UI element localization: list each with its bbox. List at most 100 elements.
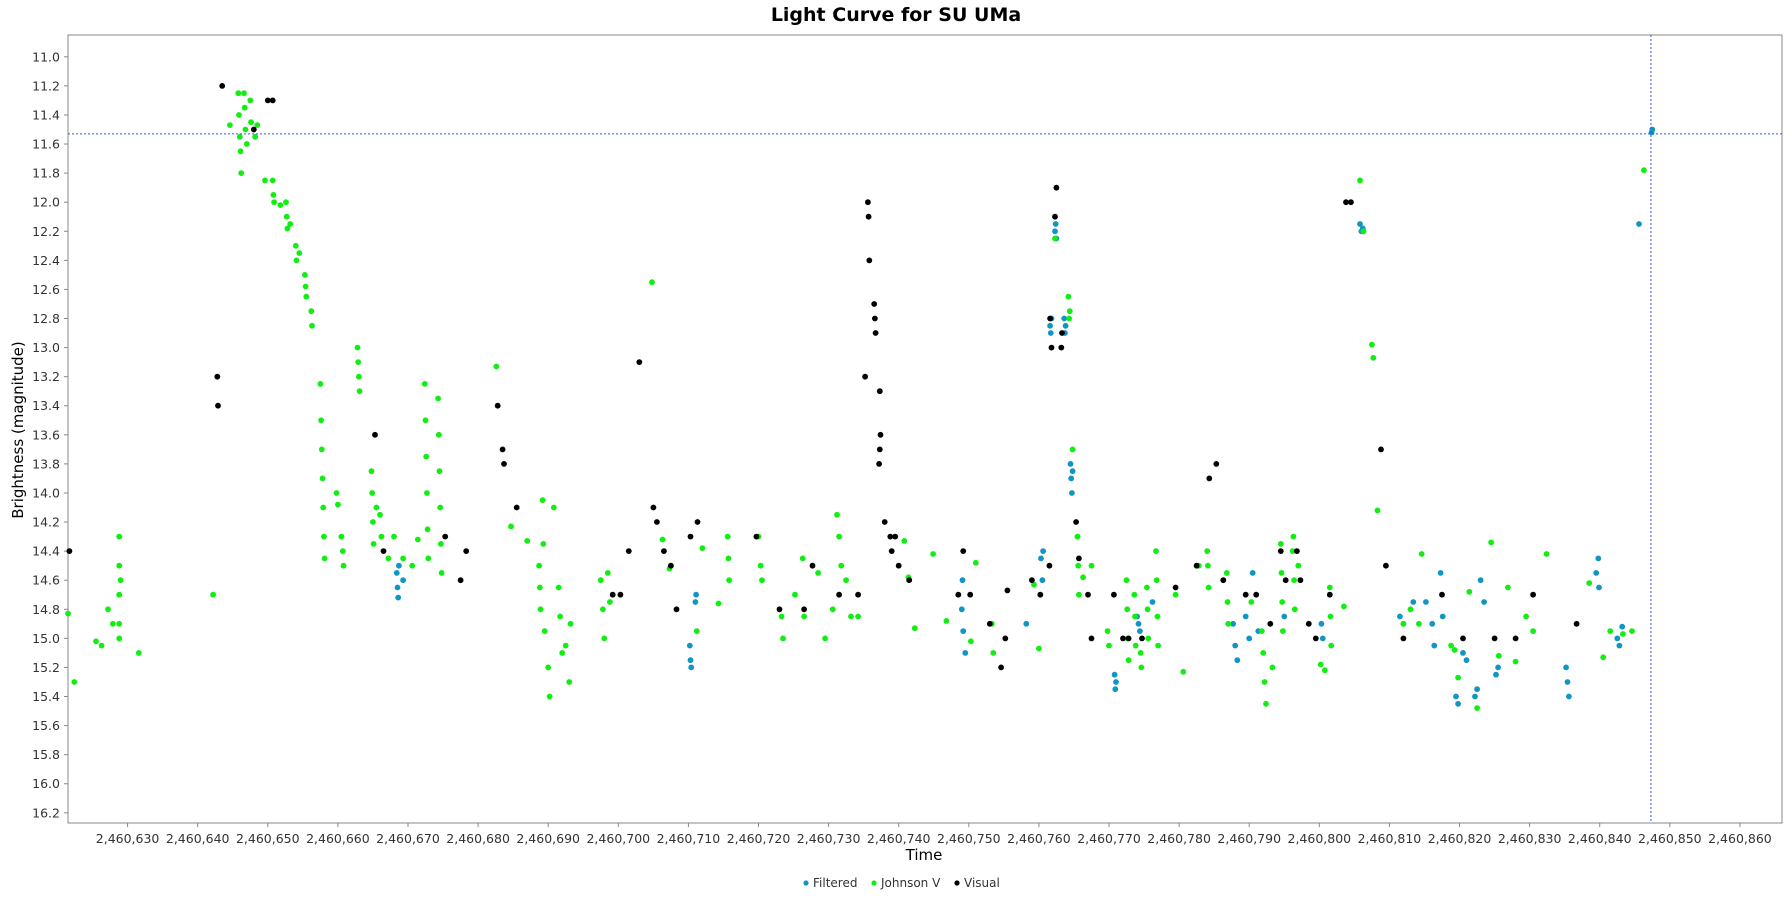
data-point <box>414 536 421 543</box>
data-point <box>699 545 706 552</box>
data-point <box>967 591 974 598</box>
data-point <box>1614 635 1621 642</box>
data-point <box>600 606 606 613</box>
data-point <box>513 504 520 511</box>
data-point <box>338 533 345 540</box>
data-point <box>250 126 257 133</box>
data-point <box>693 591 699 598</box>
data-point <box>1289 548 1296 554</box>
data-point <box>1224 599 1231 605</box>
data-point <box>540 541 547 547</box>
data-point <box>607 599 613 605</box>
x-tick-label: 2,460,680 <box>446 831 510 846</box>
data-point <box>1037 591 1044 598</box>
data-point <box>1088 635 1095 642</box>
data-point <box>71 679 78 685</box>
data-point <box>1065 293 1072 300</box>
y-tick-label: 13.4 <box>32 398 60 413</box>
data-point <box>1586 580 1593 586</box>
data-point <box>1023 620 1030 627</box>
data-point <box>210 591 217 598</box>
data-point <box>1530 591 1536 598</box>
data-point <box>425 555 432 562</box>
data-point <box>1058 344 1065 351</box>
data-point <box>1493 671 1499 678</box>
data-point <box>424 490 430 496</box>
data-point <box>649 279 655 286</box>
data-point <box>693 628 700 634</box>
data-point <box>726 577 732 584</box>
data-point <box>302 272 308 278</box>
data-point <box>1154 613 1161 620</box>
data-point <box>424 526 431 533</box>
data-point <box>98 642 105 649</box>
data-point <box>1290 533 1297 540</box>
y-tick-label: 16.2 <box>32 805 60 820</box>
legend-item-johnson_v: Johnson V <box>871 876 941 890</box>
data-point <box>881 519 888 525</box>
data-point <box>834 511 840 518</box>
data-point <box>1328 642 1335 649</box>
data-point <box>396 562 402 569</box>
data-point <box>1416 620 1422 627</box>
data-point <box>1280 628 1286 634</box>
data-point <box>1261 679 1268 685</box>
data-point <box>1294 548 1300 554</box>
data-point <box>822 635 828 642</box>
data-point <box>264 97 271 104</box>
data-point <box>1474 705 1480 711</box>
data-point <box>436 468 443 475</box>
data-point <box>1491 635 1498 642</box>
data-point <box>1132 642 1139 649</box>
data-point <box>848 613 854 620</box>
data-point <box>241 90 247 97</box>
data-point <box>524 538 531 544</box>
data-point <box>1249 570 1256 576</box>
data-point <box>248 119 254 126</box>
data-point <box>235 90 242 97</box>
data-point <box>1619 623 1626 630</box>
y-tick-label: 16.0 <box>32 776 60 791</box>
data-point <box>116 562 123 569</box>
x-tick-label: 2,460,640 <box>166 831 230 846</box>
data-point <box>972 559 979 566</box>
data-point <box>1047 330 1054 336</box>
data-point <box>283 213 290 220</box>
x-tick-label: 2,460,790 <box>1217 831 1281 846</box>
data-point <box>555 584 562 591</box>
data-point <box>659 536 666 543</box>
data-point <box>1348 199 1354 206</box>
data-point <box>792 591 798 598</box>
crosshair <box>68 35 1782 823</box>
legend-marker <box>954 880 960 886</box>
x-tick-label: 2,460,630 <box>96 831 160 846</box>
data-point <box>906 577 913 584</box>
data-point <box>1629 628 1635 634</box>
data-point <box>214 373 221 380</box>
data-point <box>1505 584 1511 591</box>
data-point <box>308 308 315 315</box>
data-point <box>559 650 566 656</box>
data-point <box>423 453 430 460</box>
data-point <box>435 431 442 438</box>
x-tick-label: 2,460,850 <box>1638 831 1702 846</box>
data-point <box>340 562 347 569</box>
data-point <box>321 555 328 562</box>
data-point <box>237 148 244 155</box>
x-tick-label: 2,460,710 <box>657 831 721 846</box>
data-point <box>215 402 221 409</box>
data-point <box>809 562 816 569</box>
data-point <box>1543 551 1550 557</box>
data-point <box>955 591 962 598</box>
data-point <box>1322 667 1328 674</box>
data-point <box>1073 519 1079 525</box>
data-point <box>1144 606 1151 613</box>
data-point <box>1460 635 1466 642</box>
x-tick-label: 2,460,660 <box>306 831 370 846</box>
data-point <box>801 606 807 613</box>
data-point <box>236 133 243 140</box>
y-tick-label: 12.2 <box>32 224 60 239</box>
data-point <box>1269 664 1276 671</box>
data-point <box>1410 599 1417 605</box>
data-point <box>1326 584 1333 591</box>
